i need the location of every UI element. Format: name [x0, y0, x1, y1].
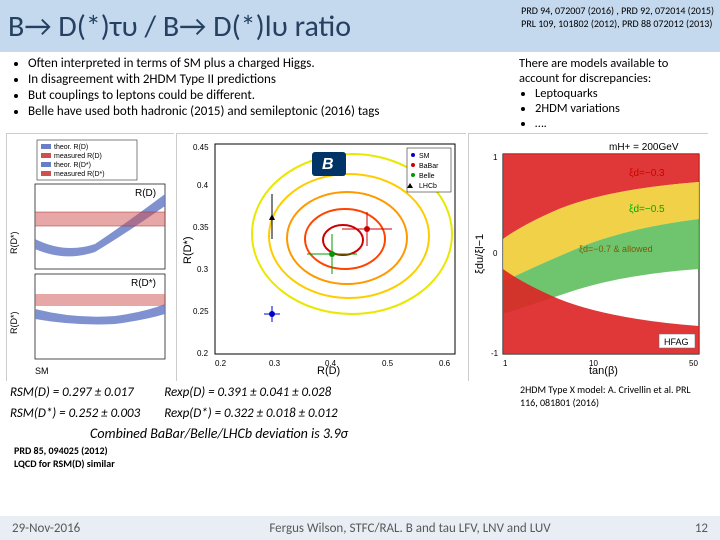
svg-text:0.2: 0.2	[215, 359, 227, 368]
bullet: 2HDM variations	[535, 101, 710, 116]
leg: BaBar	[419, 163, 439, 170]
legend-item: theor. R(D)	[54, 144, 88, 151]
region-label: ξd=−0.3	[629, 168, 665, 179]
leg: Belle	[419, 173, 435, 180]
eq: Rexp(D*) = 0.322 ± 0.018 ± 0.012	[164, 404, 337, 425]
qcd-note: PRD 85, 094025 (2012) LQCD for RSM(D) si…	[0, 442, 720, 470]
page-title: B→ D(*)τυ / B→ D(*)lυ ratio	[8, 8, 351, 45]
qcd-line: LQCD for RSM(D) similar	[14, 457, 720, 470]
chart2-svg: B SM BaBar Belle LHCb R(D) R(D*) 0.20.3 …	[177, 134, 467, 382]
svg-text:1: 1	[493, 153, 498, 162]
equations-mid: Rexp(D) = 0.391 ± 0.041 ± 0.028 Rexp(D*)…	[164, 383, 337, 425]
svg-text:-1: -1	[491, 349, 499, 358]
svg-text:0.2: 0.2	[197, 349, 209, 358]
ylabel: R(D*)	[9, 232, 19, 255]
leg: LHCb	[419, 183, 437, 190]
legend-item: theor. R(D*)	[54, 162, 91, 169]
ylabel: R(D*)	[182, 237, 194, 265]
region-label: ξd=−0.7 & allowed	[579, 244, 653, 254]
xlabel: SM	[35, 366, 49, 376]
ref-line: PRL 109, 101802 (2012), PRD 88 072012 (2…	[521, 17, 714, 30]
svg-text:0.5: 0.5	[382, 359, 394, 368]
bullets-right: There are models available to account fo…	[515, 56, 710, 131]
legend-item: measured R(D*)	[54, 171, 105, 178]
legend-item: measured R(D)	[54, 153, 102, 160]
svg-text:0.4: 0.4	[325, 359, 337, 368]
rd-label: R(D)	[135, 188, 156, 199]
svg-text:50: 50	[689, 359, 698, 368]
footer-date: 29-Nov-2016	[12, 521, 152, 536]
chart-contour: B SM BaBar Belle LHCb R(D) R(D*) 0.20.3 …	[176, 133, 466, 381]
svg-text:0.45: 0.45	[193, 143, 209, 152]
hfag-label: HFAG	[664, 337, 689, 347]
svg-text:0.4: 0.4	[197, 181, 209, 190]
svg-text:1: 1	[503, 359, 508, 368]
svg-text:0.35: 0.35	[193, 223, 209, 232]
footer-page: 12	[668, 521, 708, 536]
bullet: Often interpreted in terms of SM plus a …	[28, 56, 515, 71]
eq: Rexp(D) = 0.391 ± 0.041 ± 0.028	[164, 383, 337, 404]
ref-line: PRD 94, 072007 (2016) , PRD 92, 072014 (…	[521, 4, 714, 17]
leg: SM	[419, 153, 430, 160]
svg-text:0.6: 0.6	[439, 359, 451, 368]
bullet: In disagreement with 2HDM Type II predic…	[28, 72, 515, 87]
qcd-line: PRD 85, 094025 (2012)	[14, 444, 720, 457]
footer-center: Fergus Wilson, STFC/RAL. B and tau LFV, …	[152, 521, 668, 536]
note-2hdm: 2HDM Type X model: A. Crivellin et al. P…	[520, 383, 710, 409]
eq: RSM(D*) = 0.252 ± 0.003	[10, 404, 140, 425]
bullet: Belle have used both hadronic (2015) and…	[28, 104, 515, 119]
babar-logo: B	[322, 156, 334, 173]
chart-exclusion: ξd=−0.3 ξd=−0.5 ξd=−0.7 & allowed mH+ = …	[468, 133, 708, 381]
chart1-svg: theor. R(D) measured R(D) theor. R(D*) m…	[7, 134, 175, 382]
ylabel: R(D*)	[9, 312, 19, 335]
region-label: ξd=−0.5	[629, 204, 665, 215]
svg-text:0: 0	[493, 249, 498, 258]
rdstar-label: R(D*)	[131, 278, 156, 289]
equations-left: RSM(D) = 0.297 ± 0.017 RSM(D*) = 0.252 ±…	[10, 383, 140, 425]
svg-text:10: 10	[589, 359, 598, 368]
bullet: Leptoquarks	[535, 86, 710, 101]
bullet: ….	[535, 116, 710, 131]
combined-deviation: Combined BaBar/Belle/LHCb deviation is 3…	[0, 425, 720, 442]
ylabel: ξdu/ξl−1	[474, 234, 486, 274]
footer: 29-Nov-2016 Fergus Wilson, STFC/RAL. B a…	[0, 516, 720, 540]
bullets-left: Often interpreted in terms of SM plus a …	[10, 56, 515, 131]
svg-text:0.3: 0.3	[269, 359, 281, 368]
svg-text:0.25: 0.25	[193, 307, 209, 316]
bullet: But couplings to leptons could be differ…	[28, 88, 515, 103]
chart3-title: mH+ = 200GeV	[609, 142, 679, 153]
bullets-right-intro: There are models available to account fo…	[519, 56, 710, 86]
eq: RSM(D) = 0.297 ± 0.017	[10, 383, 140, 404]
chart-rd-bands: theor. R(D) measured R(D) theor. R(D*) m…	[6, 133, 174, 381]
chart3-svg: ξd=−0.3 ξd=−0.5 ξd=−0.7 & allowed mH+ = …	[469, 134, 709, 382]
references: PRD 94, 072007 (2016) , PRD 92, 072014 (…	[521, 4, 714, 30]
svg-text:0.3: 0.3	[197, 265, 209, 274]
